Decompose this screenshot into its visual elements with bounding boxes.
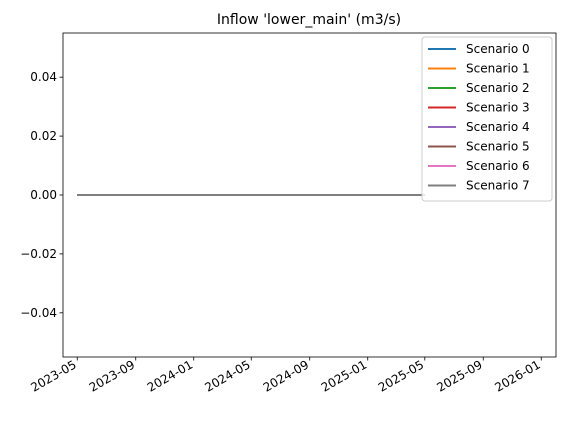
x-tick-label: 2024-01	[145, 357, 195, 394]
x-tick-label: 2025-09	[434, 357, 484, 394]
legend-label: Scenario 0	[466, 42, 530, 56]
x-tick-label: 2023-09	[87, 357, 137, 394]
legend-label: Scenario 2	[466, 81, 530, 95]
x-tick-label: 2024-05	[202, 357, 252, 394]
x-tick-label: 2025-05	[376, 357, 426, 394]
legend-label: Scenario 1	[466, 62, 530, 76]
y-tick-label: −0.02	[20, 247, 57, 261]
legend-label: Scenario 3	[466, 101, 530, 115]
x-tick-label: 2026-01	[492, 357, 542, 394]
legend-label: Scenario 7	[466, 179, 530, 193]
legend-label: Scenario 5	[466, 140, 530, 154]
chart-title: Inflow 'lower_main' (m3/s)	[217, 12, 401, 28]
legend-label: Scenario 6	[466, 159, 530, 173]
x-tick-label: 2023-05	[28, 357, 78, 394]
y-tick-label: 0.04	[30, 70, 57, 84]
y-tick-label: 0.02	[30, 129, 57, 143]
legend-label: Scenario 4	[466, 120, 530, 134]
x-tick-label: 2025-01	[319, 357, 369, 394]
legend-box	[421, 36, 553, 202]
y-tick-label: 0.00	[30, 188, 57, 202]
x-tick-label: 2024-09	[261, 357, 311, 394]
y-tick-label: −0.04	[20, 306, 57, 320]
